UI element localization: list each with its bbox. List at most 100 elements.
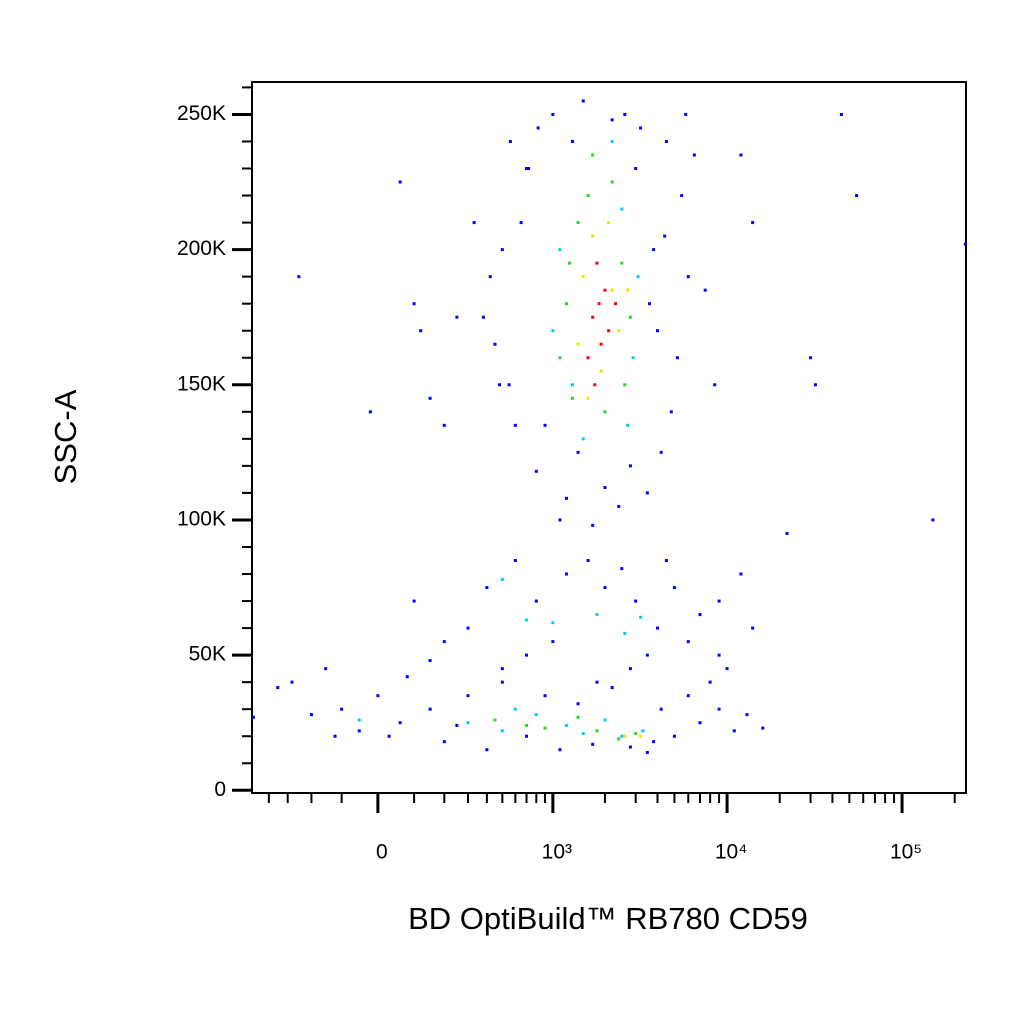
x-tick-label: 0 bbox=[376, 841, 388, 864]
dot bbox=[536, 126, 540, 130]
dot bbox=[669, 410, 673, 414]
dot bbox=[599, 369, 603, 373]
dot bbox=[603, 718, 607, 722]
x-axis-label: BD OptiBuild™ RB780 CD59 bbox=[408, 901, 808, 936]
dot bbox=[610, 180, 614, 184]
dot bbox=[623, 112, 627, 116]
dot bbox=[485, 748, 489, 752]
dot bbox=[634, 599, 638, 603]
dot bbox=[497, 383, 501, 387]
dot bbox=[855, 194, 859, 198]
dot bbox=[626, 288, 630, 292]
dot bbox=[519, 221, 523, 225]
dot bbox=[500, 248, 504, 252]
dot bbox=[387, 734, 391, 738]
dot bbox=[276, 686, 280, 690]
x-tick-label: 10⁴ bbox=[715, 841, 747, 864]
dot bbox=[581, 99, 585, 103]
dot bbox=[620, 261, 624, 265]
dot bbox=[488, 275, 492, 279]
dot bbox=[664, 559, 668, 563]
dot bbox=[570, 139, 574, 143]
dot bbox=[485, 586, 489, 590]
dot bbox=[398, 721, 402, 725]
y-tick-label: 50K bbox=[189, 643, 226, 666]
dot bbox=[586, 396, 590, 400]
dot bbox=[357, 718, 361, 722]
dot bbox=[428, 707, 432, 711]
dot bbox=[543, 726, 547, 730]
dot bbox=[581, 437, 585, 441]
dot bbox=[340, 707, 344, 711]
dot bbox=[290, 680, 294, 684]
dot bbox=[398, 180, 402, 184]
dot bbox=[551, 112, 555, 116]
dot bbox=[527, 167, 531, 171]
dot bbox=[628, 667, 632, 671]
dot bbox=[586, 356, 590, 360]
y-tick-label: 0 bbox=[214, 778, 226, 801]
dot bbox=[595, 729, 599, 733]
dot bbox=[534, 713, 538, 717]
dot bbox=[698, 613, 702, 617]
dot bbox=[558, 748, 562, 752]
dot bbox=[591, 234, 595, 238]
dot bbox=[599, 342, 603, 346]
dot bbox=[581, 275, 585, 279]
dot bbox=[713, 383, 717, 387]
dot bbox=[703, 288, 707, 292]
y-tick-label: 100K bbox=[177, 508, 226, 531]
dot bbox=[564, 302, 568, 306]
dot bbox=[412, 302, 416, 306]
dot bbox=[607, 221, 611, 225]
dot bbox=[620, 567, 624, 571]
dot bbox=[564, 496, 568, 500]
dot bbox=[623, 383, 627, 387]
dot bbox=[412, 599, 416, 603]
dot bbox=[655, 626, 659, 630]
dot bbox=[466, 694, 470, 698]
dot bbox=[659, 450, 663, 454]
dot bbox=[603, 486, 607, 490]
dot bbox=[309, 713, 313, 717]
dot bbox=[428, 396, 432, 400]
dot bbox=[376, 694, 380, 698]
dot bbox=[634, 732, 638, 736]
dot bbox=[680, 194, 684, 198]
dot bbox=[591, 315, 595, 319]
dot bbox=[645, 653, 649, 657]
dot bbox=[692, 153, 696, 157]
dot bbox=[739, 572, 743, 576]
dot bbox=[607, 329, 611, 333]
dot bbox=[761, 726, 765, 730]
dot bbox=[963, 242, 967, 246]
dot bbox=[628, 464, 632, 468]
x-tick-label: 10⁵ bbox=[890, 841, 922, 864]
dot bbox=[686, 640, 690, 644]
dot bbox=[534, 469, 538, 473]
dot bbox=[652, 248, 656, 252]
dot bbox=[525, 653, 529, 657]
dot bbox=[603, 410, 607, 414]
dot bbox=[368, 410, 372, 414]
dot bbox=[645, 750, 649, 754]
dot bbox=[564, 723, 568, 727]
dot bbox=[551, 621, 555, 625]
dot bbox=[466, 721, 470, 725]
dot bbox=[839, 112, 843, 116]
dot bbox=[628, 745, 632, 749]
dot bbox=[610, 139, 614, 143]
dot bbox=[500, 577, 504, 581]
dot bbox=[614, 302, 618, 306]
dot bbox=[297, 275, 301, 279]
dot bbox=[570, 383, 574, 387]
dot bbox=[751, 626, 755, 630]
dot bbox=[628, 315, 632, 319]
dot bbox=[645, 491, 649, 495]
dot bbox=[595, 261, 599, 265]
dot bbox=[708, 680, 712, 684]
dot bbox=[717, 599, 721, 603]
dot bbox=[481, 315, 485, 319]
dot bbox=[672, 586, 676, 590]
